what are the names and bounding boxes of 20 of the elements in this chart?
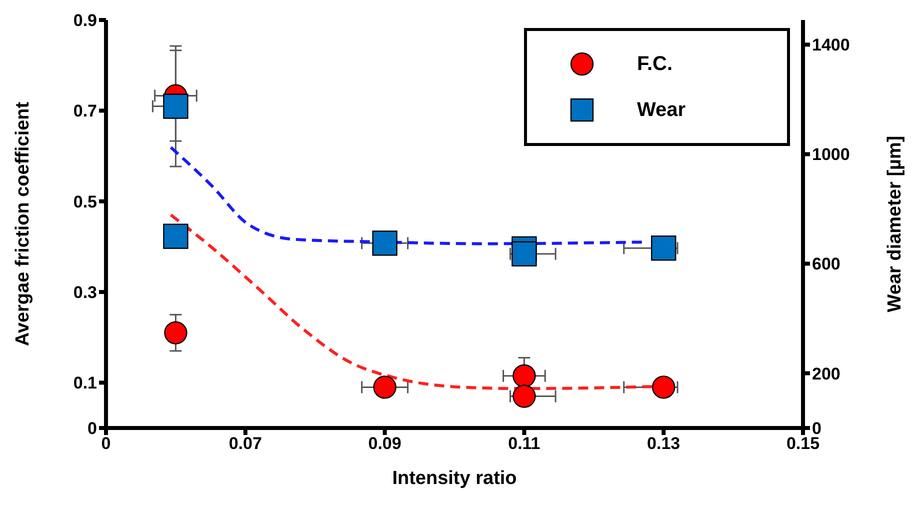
y-tick-label: 0.1 [73,374,97,393]
x-tick-label: 0.09 [368,434,402,454]
x-axis-title: Intensity ratio [392,468,517,489]
x-tick-label: 0.13 [647,434,680,454]
y2-tick-label: 600 [812,254,840,274]
legend-label: Wear [637,98,686,122]
y2-tick-label: 1400 [812,36,850,55]
legend-label: F.C. [637,52,673,76]
x-tick-label: 0.07 [228,434,262,454]
y-tick-label: 0.9 [73,11,97,30]
x-tick-label: 0 [101,434,111,454]
y-tick-label: 0.3 [73,283,97,302]
y-tick-label: 0.5 [73,192,97,212]
y-axis-title: Avergae friction coefficient [12,101,34,346]
y-tick-label: 0 [88,419,97,438]
y2-axis-title: Wear diameter [µm] [884,136,906,312]
y2-tick-label: 1000 [812,145,850,164]
y-tick-label: 0.7 [73,102,97,121]
x-tick-label: 0.11 [508,434,540,454]
y2-tick-label: 200 [812,364,840,384]
